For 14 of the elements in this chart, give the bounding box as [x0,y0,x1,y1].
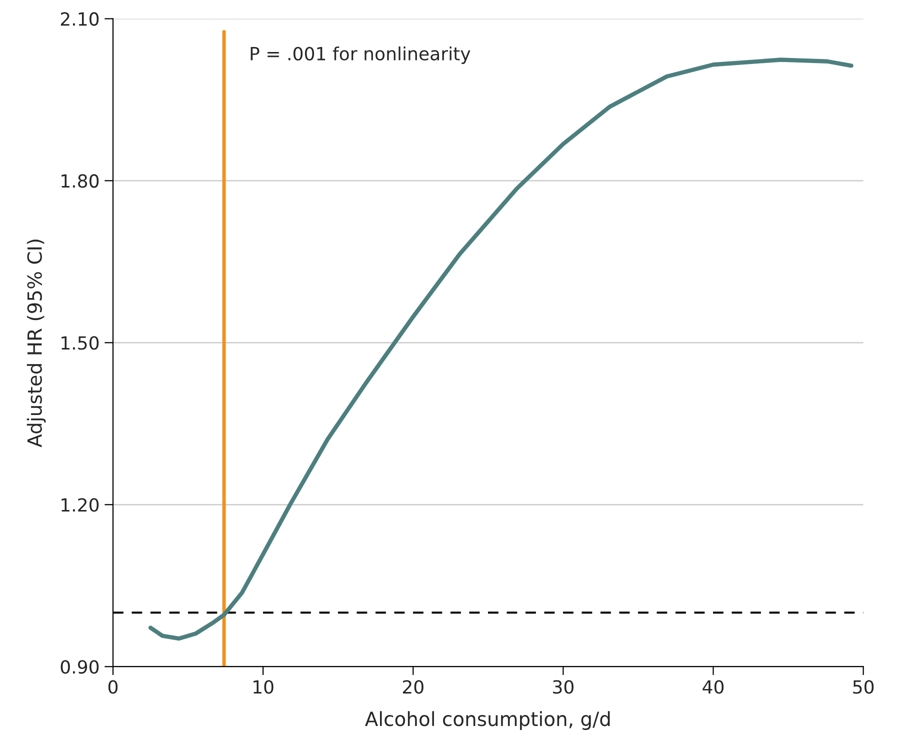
y-tick-label: 2.10 [60,12,99,26]
y-tick-label: 1.50 [62,336,99,350]
x-tick-label: 10 [254,680,274,694]
y-tick-label: 1.20 [62,498,99,512]
x-tick-label: 0 [108,680,118,694]
x-axis-title: Alcohol consumption, g/d [365,711,610,730]
x-tick-label: 40 [702,680,724,694]
y-tick-label: 0.90 [60,660,99,674]
x-tick-label: 20 [402,680,424,694]
y-tick-label: 1.80 [62,174,99,188]
x-tick-label: 50 [853,680,874,694]
y-axis-title: Adjusted HR (95% CI) [26,240,46,448]
x-tick-label: 30 [553,680,574,694]
ref-line-label: P = .001 for nonlinearity [250,46,470,64]
